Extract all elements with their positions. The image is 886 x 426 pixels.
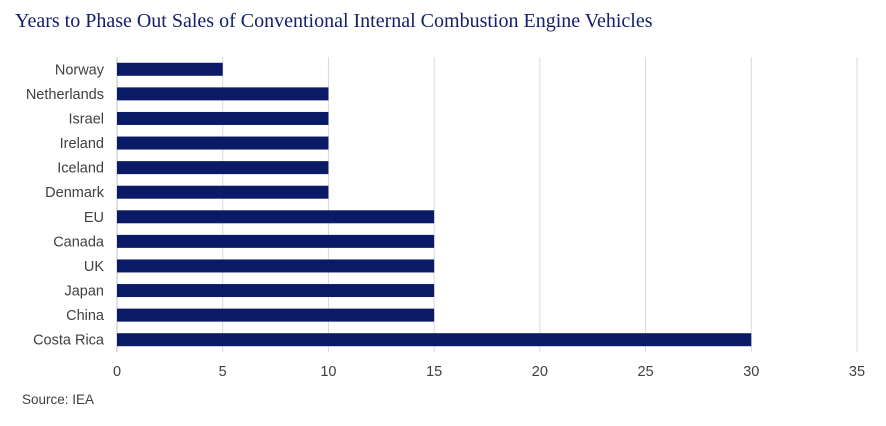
category-label: EU	[84, 210, 104, 226]
bar-eu	[117, 210, 435, 224]
category-label: Japan	[64, 284, 104, 300]
bar-israel	[117, 111, 329, 125]
x-tick-label: 20	[532, 364, 548, 380]
category-label: Netherlands	[26, 87, 104, 103]
category-label: Costa Rica	[33, 333, 105, 349]
bar-ireland	[117, 136, 329, 150]
category-labels: Norway Netherlands Israel Ireland Iceland Den…	[26, 62, 105, 348]
category-label: Denmark	[45, 185, 105, 201]
gridlines	[116, 57, 858, 352]
chart-title: Years to Phase Out Sales of Conventional…	[15, 10, 653, 32]
x-tick-label: 10	[320, 364, 336, 380]
bar-canada	[117, 234, 435, 248]
category-label: Ireland	[60, 136, 104, 152]
x-tick-label: 15	[426, 364, 442, 380]
category-label: UK	[84, 259, 104, 275]
bar-iceland	[117, 161, 329, 175]
category-label: Canada	[53, 234, 105, 250]
x-tick-label: 35	[849, 364, 865, 380]
category-label: Iceland	[57, 161, 104, 177]
bar-netherlands	[117, 87, 329, 101]
category-label: Norway	[55, 62, 105, 78]
x-tick-label: 30	[743, 364, 759, 380]
bar-japan	[117, 284, 435, 298]
x-tick-label: 5	[219, 364, 227, 380]
x-tick-label: 0	[113, 364, 121, 380]
bar-norway	[117, 62, 223, 76]
bar-costa-rica	[117, 333, 752, 347]
category-label: China	[66, 308, 105, 324]
category-label: Israel	[69, 111, 104, 127]
source-note: Source: IEA	[22, 392, 95, 407]
bars	[117, 62, 752, 347]
x-tick-label: 25	[638, 364, 654, 380]
bar-china	[117, 308, 435, 322]
bar-uk	[117, 259, 435, 273]
bar-denmark	[117, 185, 329, 199]
x-axis-tick-labels: 0 5 10 15 20 25 30 35	[113, 364, 865, 380]
